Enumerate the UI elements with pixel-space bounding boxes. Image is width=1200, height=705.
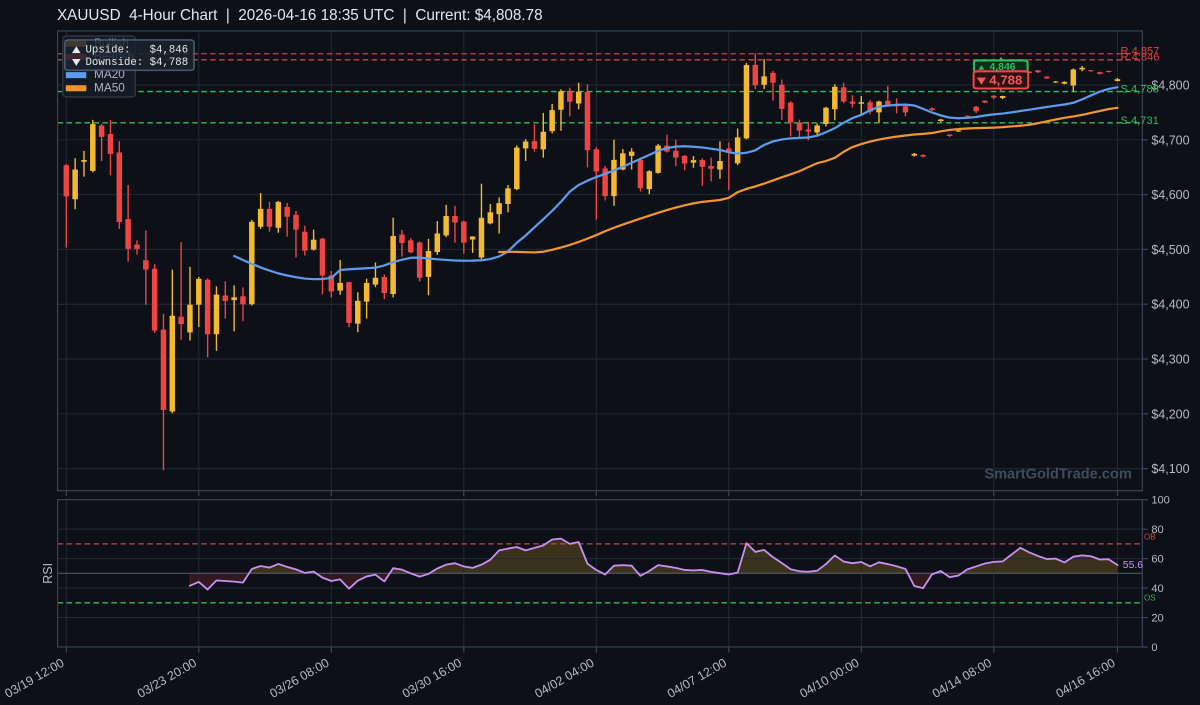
svg-text:40: 40 (1151, 583, 1163, 595)
svg-text:80: 80 (1151, 524, 1163, 536)
svg-text:4,788: 4,788 (989, 72, 1022, 87)
svg-text:0: 0 (1151, 642, 1157, 654)
svg-text:60: 60 (1151, 554, 1163, 566)
svg-text:$4,800: $4,800 (1151, 79, 1189, 93)
svg-text:SmartGoldTrade.com: SmartGoldTrade.com (984, 467, 1131, 483)
svg-text:OS: OS (1144, 593, 1156, 602)
svg-text:$4,300: $4,300 (1151, 353, 1189, 367)
svg-text:R 4,846: R 4,846 (1121, 52, 1160, 64)
svg-text:OB: OB (1144, 533, 1156, 542)
svg-text:XAUUSD 4-Hour Chart | 2026-: XAUUSD 4-Hour Chart | 2026-04-16 18:35 U… (57, 7, 543, 24)
svg-text:4,846: 4,846 (990, 62, 1016, 73)
svg-text:$4,600: $4,600 (1151, 188, 1189, 202)
svg-text:100: 100 (1151, 495, 1170, 507)
svg-text:S 4,731: S 4,731 (1121, 115, 1159, 127)
svg-text:R 4,857: R 4,857 (1121, 46, 1160, 58)
svg-text:$4,200: $4,200 (1151, 407, 1189, 421)
svg-text:20: 20 (1151, 613, 1163, 625)
svg-text:S 4,788: S 4,788 (1121, 84, 1159, 96)
svg-text:$4,100: $4,100 (1151, 462, 1189, 476)
svg-text:Upside: $4,846: Upside: $4,846 (86, 44, 189, 56)
svg-text:55.6: 55.6 (1123, 560, 1143, 571)
svg-text:$4,500: $4,500 (1151, 243, 1189, 257)
svg-text:$4,700: $4,700 (1151, 133, 1189, 147)
svg-text:$4,400: $4,400 (1151, 298, 1189, 312)
svg-text:MA50: MA50 (94, 80, 125, 94)
svg-text:Downside: $4,788: Downside: $4,788 (86, 57, 189, 69)
svg-text:RSI: RSI (41, 563, 55, 584)
